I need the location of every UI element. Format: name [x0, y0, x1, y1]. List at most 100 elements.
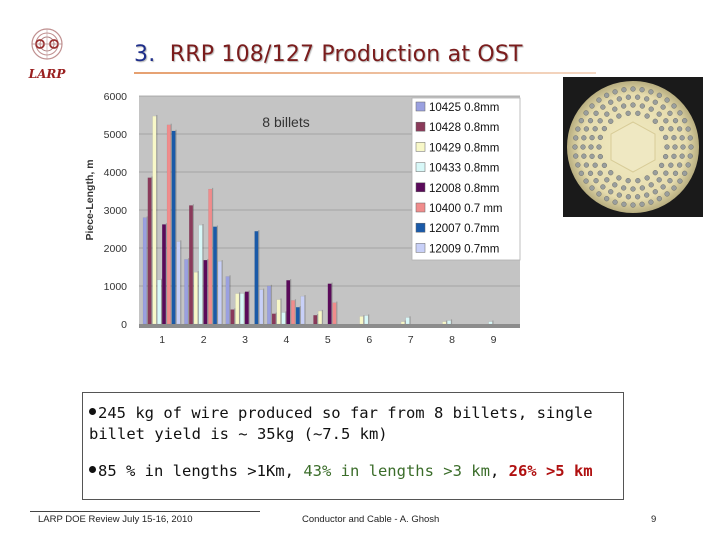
summary-text-box: 245 kg of wire produced so far from 8 bi…: [82, 392, 624, 500]
bullet-lengths-text-d: 26% >5 km: [508, 462, 593, 480]
y-tick-label: 1000: [104, 281, 128, 293]
filament-dot: [639, 201, 645, 207]
filament-dot: [600, 184, 606, 190]
bar-10400-0-7-mm-cat-4: [291, 300, 295, 325]
filament-dot: [621, 87, 627, 93]
bar-shade: [197, 271, 199, 324]
y-axis-label: Piece-Length, m: [84, 159, 96, 240]
x-tick-label: 6: [366, 334, 372, 346]
filament-dot: [660, 184, 666, 190]
filament-dot: [648, 89, 654, 95]
filament-dot: [687, 135, 693, 141]
filament-dot: [644, 175, 650, 181]
bullet-lengths: 85 % in lengths >1Km, 43% in lengths >3 …: [89, 461, 593, 482]
legend-entry: 10425 0.8mm: [429, 102, 499, 114]
bar-10433-0-8mm-cat-7: [405, 317, 410, 325]
filament-dot: [593, 178, 599, 184]
legend-entry: 12008 0.8mm: [429, 183, 499, 195]
filament-dot: [608, 170, 614, 176]
filament-dot: [668, 126, 674, 132]
filament-dot: [621, 201, 627, 207]
legend-entry: 10433 0.8mm: [429, 163, 499, 175]
filament-dot: [656, 111, 662, 117]
filament-dot: [671, 135, 677, 141]
filament-dot: [573, 153, 579, 159]
bullet-dot: [89, 408, 96, 415]
bar-10429-0-8mm-cat-1: [152, 115, 157, 325]
filament-dot: [589, 185, 595, 191]
y-tick-label: 3000: [104, 205, 128, 217]
filament-dot: [601, 162, 608, 169]
bar-10400-0-7-mm-cat-2: [208, 188, 213, 325]
filament-dot: [648, 106, 654, 112]
filament-dot: [652, 118, 658, 124]
bar-shade: [275, 312, 277, 324]
bar-shade: [336, 301, 338, 324]
annotation-8-billets: 8 billets: [262, 114, 309, 130]
legend-swatch: [415, 202, 426, 213]
bar-10429-0-8mm-cat-3: [235, 293, 240, 325]
bullet-lengths-text-b: 43% in lengths >3 km: [303, 462, 490, 480]
filament-dot: [639, 103, 645, 109]
filament-dot: [612, 89, 618, 95]
filament-dot: [583, 178, 589, 184]
larp-logo-text: LARP: [28, 67, 67, 81]
bar-shade: [156, 114, 158, 324]
bullet-dot: [89, 466, 96, 473]
x-tick-label: 9: [491, 334, 497, 346]
annotation-box: [247, 110, 335, 132]
filament-dot: [635, 178, 641, 184]
slide-title-text: RRP 108/127 Production at OST: [169, 42, 523, 67]
filament-dot: [658, 162, 665, 169]
bar-10428-0-8mm-cat-4: [271, 313, 276, 325]
filament-dot: [672, 118, 679, 124]
bar-shade: [409, 316, 411, 324]
plot-floor: [139, 324, 520, 328]
bar-10429-0-8mm-cat-7: [400, 321, 405, 325]
bar-12007-0-7mm-cat-3: [254, 231, 259, 325]
filament-dot: [664, 144, 670, 150]
filament-dot: [648, 199, 654, 205]
footer-author: Conductor and Cable - A. Ghosh: [302, 514, 440, 525]
bar-10400-0-7-mm-cat-5: [332, 302, 337, 325]
filament-dot: [587, 118, 594, 124]
y-tick-label: 6000: [104, 91, 128, 103]
bar-shade: [294, 299, 297, 324]
bar-shade: [304, 295, 306, 324]
filament-dot: [652, 189, 658, 195]
bar-10400-0-7-mm-cat-1: [166, 124, 171, 325]
bar-shade: [446, 320, 448, 324]
filament-dot: [589, 153, 595, 159]
filament-dot: [583, 110, 589, 116]
x-tick-label: 8: [449, 334, 455, 346]
filament-dot: [676, 162, 683, 168]
filament-dot: [593, 110, 599, 116]
bar-12008-0-8mm-cat-4: [286, 280, 291, 325]
filament-dot: [664, 191, 670, 197]
bar-shade: [234, 308, 236, 324]
filament-dot: [677, 178, 683, 184]
bar-10433-0-8mm-cat-2: [198, 225, 203, 325]
filament-dot: [581, 135, 587, 141]
filament-dot: [652, 170, 658, 176]
filament-dot: [680, 144, 686, 150]
filament-dot: [616, 192, 622, 198]
filament-dot: [604, 111, 610, 117]
bar-shade: [146, 216, 148, 324]
bar-shade: [188, 258, 190, 324]
filament-dot: [679, 153, 685, 159]
bar-12009-0-7mm-cat-3: [259, 289, 264, 325]
slide-title: 3. RRP 108/127 Production at OST: [134, 42, 523, 67]
legend-entry: 10400 0.7 mm: [429, 203, 503, 215]
bar-shade: [151, 176, 153, 324]
filament-dot: [578, 170, 584, 176]
legend-swatch: [415, 243, 426, 253]
bar-10433-0-8mm-cat-1: [157, 279, 162, 325]
legend-swatch: [415, 142, 426, 152]
filament-dot: [682, 118, 688, 124]
bar-12009-0-7mm-cat-2: [217, 261, 222, 325]
filament-dot: [662, 134, 669, 141]
filament-dot: [597, 153, 604, 160]
bar-shade: [363, 315, 365, 324]
filament-dot: [621, 185, 627, 191]
